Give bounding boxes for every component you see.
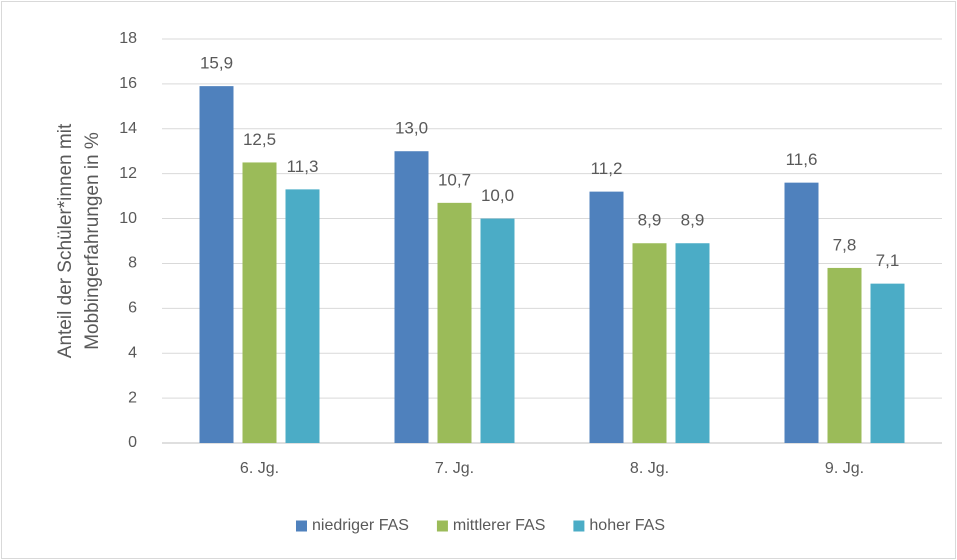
- bar: [242, 162, 277, 443]
- bar: [480, 218, 515, 443]
- y-tick-label: 4: [128, 344, 137, 361]
- y-tick-label: 6: [128, 300, 137, 317]
- value-label: 10,7: [438, 170, 471, 189]
- bar: [675, 243, 710, 443]
- bar: [394, 151, 429, 443]
- value-label: 11,2: [591, 159, 623, 178]
- x-tick-label: 8. Jg.: [630, 460, 669, 477]
- x-tick-label: 7. Jg.: [435, 460, 474, 477]
- y-tick-label: 8: [128, 255, 137, 272]
- bar: [437, 202, 472, 443]
- bar: [870, 283, 905, 443]
- value-label: 7,8: [833, 235, 857, 254]
- bar: [285, 189, 320, 443]
- y-tick-label: 16: [119, 75, 137, 92]
- legend-swatch: [295, 520, 307, 532]
- x-tick-label: 9. Jg.: [825, 460, 864, 477]
- value-label: 8,9: [638, 211, 662, 230]
- y-tick-label: 0: [128, 434, 137, 451]
- value-label: 11,6: [786, 150, 818, 169]
- value-label: 13,0: [395, 119, 428, 138]
- legend-label: niedriger FAS: [312, 517, 409, 534]
- legend-swatch: [573, 520, 585, 532]
- legend-swatch: [436, 520, 448, 532]
- value-label: 15,9: [200, 54, 233, 73]
- value-label: 10,0: [481, 186, 514, 205]
- y-tick-label: 12: [119, 165, 137, 182]
- bar: [632, 243, 667, 443]
- y-tick-label: 18: [119, 30, 137, 47]
- value-label: 8,9: [681, 211, 705, 230]
- y-axis-label: Mobbingerfahrungen in %: [82, 132, 103, 350]
- value-label: 7,1: [876, 251, 900, 270]
- y-axis-label: Anteil der Schüler*innen mit: [55, 123, 76, 358]
- x-tick-label: 6. Jg.: [240, 460, 279, 477]
- bar: [589, 191, 624, 443]
- legend-label: mittlerer FAS: [453, 517, 545, 534]
- y-tick-label: 2: [128, 389, 137, 406]
- y-tick-label: 14: [119, 120, 137, 137]
- bar: [784, 182, 819, 443]
- value-label: 11,3: [287, 157, 319, 176]
- y-tick-label: 10: [119, 210, 137, 227]
- bar: [827, 267, 862, 443]
- legend-label: hoher FAS: [589, 517, 665, 534]
- value-label: 12,5: [243, 130, 276, 149]
- bar: [199, 86, 234, 443]
